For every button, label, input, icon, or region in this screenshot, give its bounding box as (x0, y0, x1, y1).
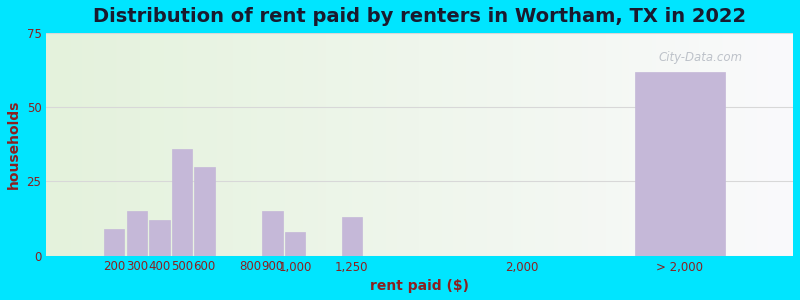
Bar (342, 217, 362, 256)
Bar (285, 232, 306, 256)
X-axis label: rent paid ($): rent paid ($) (370, 279, 469, 293)
Y-axis label: households: households (7, 100, 21, 189)
Bar (104, 229, 124, 256)
Bar (194, 167, 215, 256)
Bar (634, 72, 725, 256)
Bar (126, 211, 147, 256)
Bar (262, 211, 282, 256)
Text: City-Data.com: City-Data.com (658, 51, 742, 64)
Bar (172, 149, 192, 256)
Title: Distribution of rent paid by renters in Wortham, TX in 2022: Distribution of rent paid by renters in … (93, 7, 746, 26)
Bar (150, 220, 170, 256)
